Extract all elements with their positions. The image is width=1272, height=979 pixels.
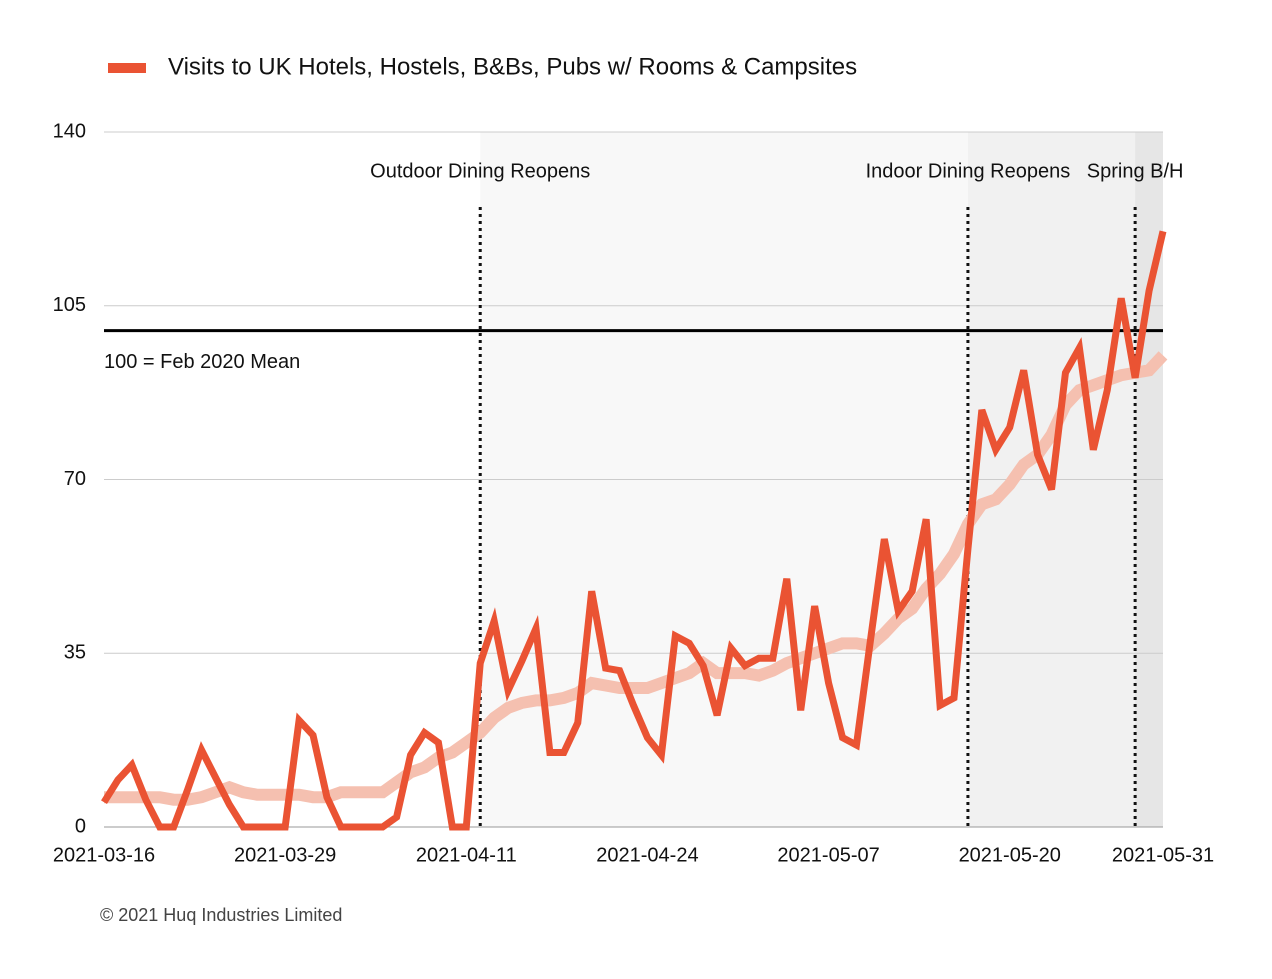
event-label: Indoor Dining Reopens [866,160,1071,182]
y-tick-label: 0 [75,815,86,837]
event-label: Spring B/H [1087,160,1184,182]
x-tick-label: 2021-05-20 [959,844,1061,866]
legend-swatch [108,63,146,73]
x-tick-label: 2021-04-11 [416,844,517,866]
reference-label: 100 = Feb 2020 Mean [104,351,300,373]
x-tick-label: 2021-05-07 [777,844,879,866]
footer: © 2021 Huq Industries Limited [100,905,342,925]
y-tick-label: 105 [53,294,86,316]
y-tick-label: 70 [64,468,86,490]
series-line [101,230,1167,831]
event-label: Outdoor Dining Reopens [370,160,590,182]
x-tick-label: 2021-03-29 [234,844,336,866]
x-tick-label: 2021-03-16 [53,844,155,866]
y-tick-label: 140 [53,120,86,142]
x-tick-label: 2021-04-24 [596,844,698,866]
y-tick-label: 35 [64,642,86,664]
trend-line [104,351,1168,806]
legend-label: Visits to UK Hotels, Hostels, B&Bs, Pubs… [168,53,857,80]
x-tick-label: 2021-05-31 [1112,844,1214,866]
